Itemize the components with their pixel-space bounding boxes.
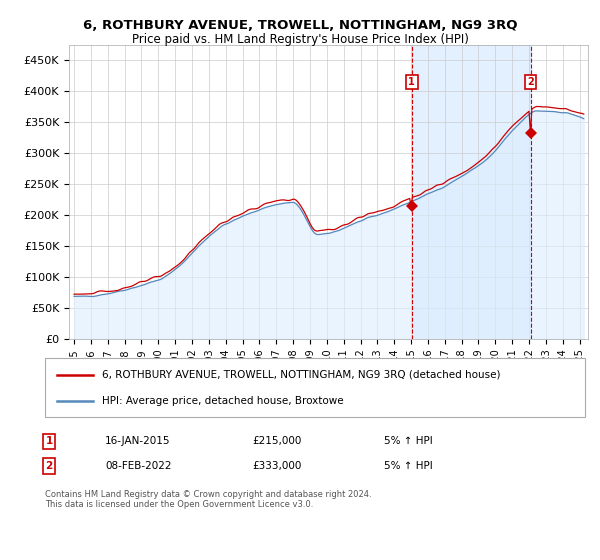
Text: Contains HM Land Registry data © Crown copyright and database right 2024.
This d: Contains HM Land Registry data © Crown c… xyxy=(45,490,371,510)
Text: HPI: Average price, detached house, Broxtowe: HPI: Average price, detached house, Brox… xyxy=(102,396,344,406)
Text: 08-FEB-2022: 08-FEB-2022 xyxy=(105,461,172,471)
Text: 5% ↑ HPI: 5% ↑ HPI xyxy=(384,436,433,446)
Bar xyxy=(412,45,530,339)
Text: £333,000: £333,000 xyxy=(252,461,301,471)
Text: 1: 1 xyxy=(46,436,53,446)
Text: 5% ↑ HPI: 5% ↑ HPI xyxy=(384,461,433,471)
Text: 6, ROTHBURY AVENUE, TROWELL, NOTTINGHAM, NG9 3RQ (detached house): 6, ROTHBURY AVENUE, TROWELL, NOTTINGHAM,… xyxy=(102,370,500,380)
Text: 2: 2 xyxy=(46,461,53,471)
Text: £215,000: £215,000 xyxy=(252,436,301,446)
Text: 1: 1 xyxy=(409,77,415,87)
Text: Price paid vs. HM Land Registry's House Price Index (HPI): Price paid vs. HM Land Registry's House … xyxy=(131,32,469,46)
Text: 2: 2 xyxy=(527,77,534,87)
Text: 6, ROTHBURY AVENUE, TROWELL, NOTTINGHAM, NG9 3RQ: 6, ROTHBURY AVENUE, TROWELL, NOTTINGHAM,… xyxy=(83,18,517,32)
Text: 16-JAN-2015: 16-JAN-2015 xyxy=(105,436,170,446)
